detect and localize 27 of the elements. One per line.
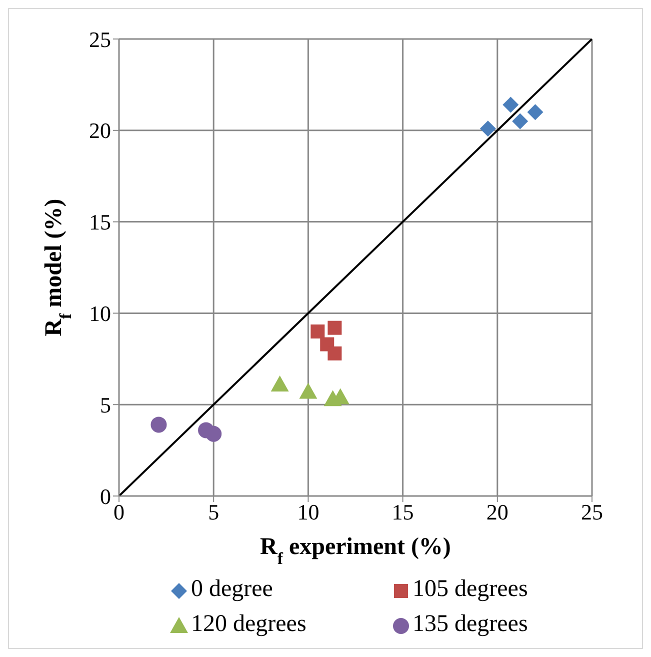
point (299, 382, 318, 399)
x-tick-label: 20 (486, 500, 508, 525)
point (328, 346, 342, 360)
legend-label: 0 degree (191, 576, 273, 603)
y-tick-label: 10 (89, 301, 111, 326)
y-tick-label: 25 (89, 26, 111, 52)
legend-label: 120 degrees (191, 611, 306, 638)
y-tick-label: 5 (100, 392, 111, 418)
legend-label: 105 degrees (412, 576, 528, 603)
y-tick-label: 15 (89, 210, 111, 235)
point (512, 113, 528, 130)
legend-label: 135 degrees (412, 611, 528, 638)
point (310, 324, 325, 338)
y-tick-label: 0 (100, 484, 111, 509)
x-tick-label: 25 (581, 500, 603, 525)
y-tick-label: 20 (89, 118, 111, 144)
point (328, 320, 342, 335)
x-axis-title: R$_{f}$ experiment (%) (260, 534, 451, 568)
x-tick-label: 5 (208, 500, 220, 525)
x-tick-label: 15 (392, 500, 414, 525)
point (270, 375, 289, 392)
x-tick-label: 10 (297, 500, 320, 525)
point (527, 104, 544, 120)
point (502, 96, 519, 113)
point (150, 416, 167, 433)
point (206, 426, 222, 442)
point (480, 120, 496, 137)
